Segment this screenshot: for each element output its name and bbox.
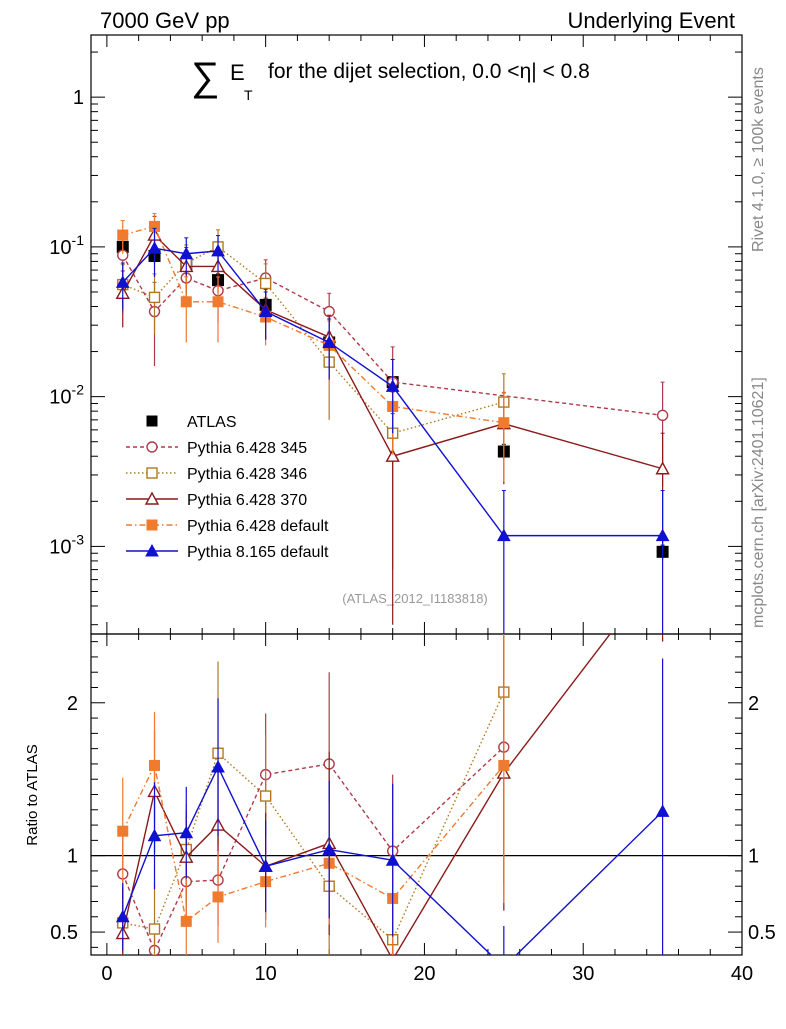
ratio-point — [385, 853, 400, 866]
series-line — [122, 225, 504, 424]
ratio-frame — [90, 633, 743, 956]
series-5 — [115, 227, 670, 634]
legend-entry: Pythia 6.428 346 — [126, 466, 307, 483]
ratio-tick-label-right: 1 — [748, 846, 759, 868]
legend-entry: Pythia 6.428 370 — [126, 491, 307, 509]
y-tick-label: 10-3 — [49, 531, 84, 558]
y-tick-label: 1 — [73, 87, 84, 109]
ratio-point — [259, 790, 272, 802]
ratio-series-5 — [115, 658, 670, 972]
data-point — [385, 379, 400, 392]
data-point — [258, 304, 273, 318]
legend-marker — [146, 519, 158, 531]
legend-entry: ATLAS — [146, 414, 237, 431]
data-point — [212, 296, 224, 308]
ratio-point — [179, 825, 194, 839]
data-point — [655, 461, 670, 475]
ratio-point — [212, 891, 224, 903]
ratio-point — [258, 859, 273, 872]
legend-marker — [146, 441, 158, 453]
ratio-tick-label-left: 2 — [67, 693, 78, 715]
ratio-point — [117, 825, 129, 837]
data-point — [498, 417, 510, 429]
legend-marker — [144, 491, 160, 505]
data-point — [211, 243, 225, 257]
data-point — [259, 277, 272, 290]
legend-entry: Pythia 6.428 345 — [126, 440, 307, 457]
legend-entry: Pythia 6.428 default — [126, 518, 329, 535]
title-e-sub: T — [244, 87, 253, 103]
ratio-ylabel: Ratio to ATLAS — [24, 744, 41, 845]
legend-label: Pythia 8.165 default — [187, 544, 329, 561]
data-point — [148, 291, 161, 304]
data-point — [655, 528, 670, 542]
ratio-point — [180, 915, 192, 927]
series-line — [122, 246, 505, 434]
ratio-point — [655, 804, 670, 817]
legend-label: Pythia 6.428 345 — [187, 440, 307, 457]
ratio-line — [122, 691, 505, 941]
ratio-point — [498, 961, 510, 972]
data-point — [179, 246, 194, 260]
data-point — [496, 528, 511, 542]
x-tick-label: 20 — [413, 963, 435, 985]
ratio-point — [211, 759, 225, 773]
ratio-point — [115, 909, 130, 923]
ratio-series-2 — [117, 634, 510, 955]
legend-marker — [146, 415, 158, 427]
ratio-tick-label-right: 0.5 — [748, 922, 776, 944]
ratio-series-4 — [117, 634, 510, 955]
title-e: E — [230, 60, 245, 85]
main-panel: 1 10-1 10-2 10-3 — [49, 34, 743, 955]
ratio-point — [322, 842, 337, 856]
ratio-series-1 — [117, 634, 510, 955]
legend-marker — [145, 543, 159, 557]
rivet-label: Rivet 4.1.0, ≥ 100k events — [750, 67, 767, 252]
data-point — [117, 229, 129, 241]
legend-entry: Pythia 8.165 default — [126, 543, 329, 561]
ratio-tick-label-left: 0.5 — [50, 922, 78, 944]
legend-label: Pythia 6.428 370 — [187, 492, 307, 509]
data-point — [656, 409, 669, 422]
legend-label: Pythia 6.428 346 — [187, 466, 307, 483]
ratio-point — [149, 759, 161, 771]
header-right: Underlying Event — [567, 8, 735, 33]
legend-label: Pythia 6.428 default — [187, 518, 329, 535]
data-point — [115, 275, 130, 288]
ratio-tick-label-right: 2 — [748, 693, 759, 715]
ratio-point — [147, 828, 162, 842]
plot-title: ∑ E T for the dijet selection, 0.0 <η| <… — [191, 55, 590, 103]
legend-label: ATLAS — [187, 414, 237, 431]
header-left: 7000 GeV pp — [100, 8, 230, 33]
ratio-point — [148, 923, 161, 935]
sum-symbol: ∑ — [191, 55, 220, 99]
x-tick-label: 40 — [731, 963, 753, 985]
x-tick-label: 0 — [101, 963, 112, 985]
y-tick-label: 10-1 — [49, 232, 84, 259]
ratio-line — [122, 763, 505, 923]
data-point — [147, 241, 162, 254]
ratio-tick-label-left: 1 — [67, 846, 78, 868]
series-line — [122, 254, 663, 417]
x-tick-label: 10 — [255, 963, 277, 985]
data-point — [322, 335, 337, 348]
legend-marker — [146, 467, 158, 479]
x-tick-label: 30 — [572, 963, 594, 985]
ratio-panel: 0 10 20 30 40 0.5 0.5 1 1 2 2 — [50, 633, 776, 985]
y-tick-label: 10-2 — [49, 382, 84, 409]
ratio-line — [122, 746, 505, 953]
analysis-id: (ATLAS_2012_I1183818) — [342, 591, 488, 606]
data-point — [385, 448, 400, 462]
legend: ATLAS Pythia 6.428 345 Pythia 6.428 346 Pyt… — [126, 414, 329, 561]
series-4 — [117, 213, 510, 482]
mcplots-label: mcplots.cern.ch [arXiv:2401.10621] — [750, 377, 767, 628]
ratio-point — [498, 759, 510, 771]
title-text: for the dijet selection, 0.0 <η| < 0.8 — [268, 60, 590, 83]
data-point — [180, 296, 192, 308]
